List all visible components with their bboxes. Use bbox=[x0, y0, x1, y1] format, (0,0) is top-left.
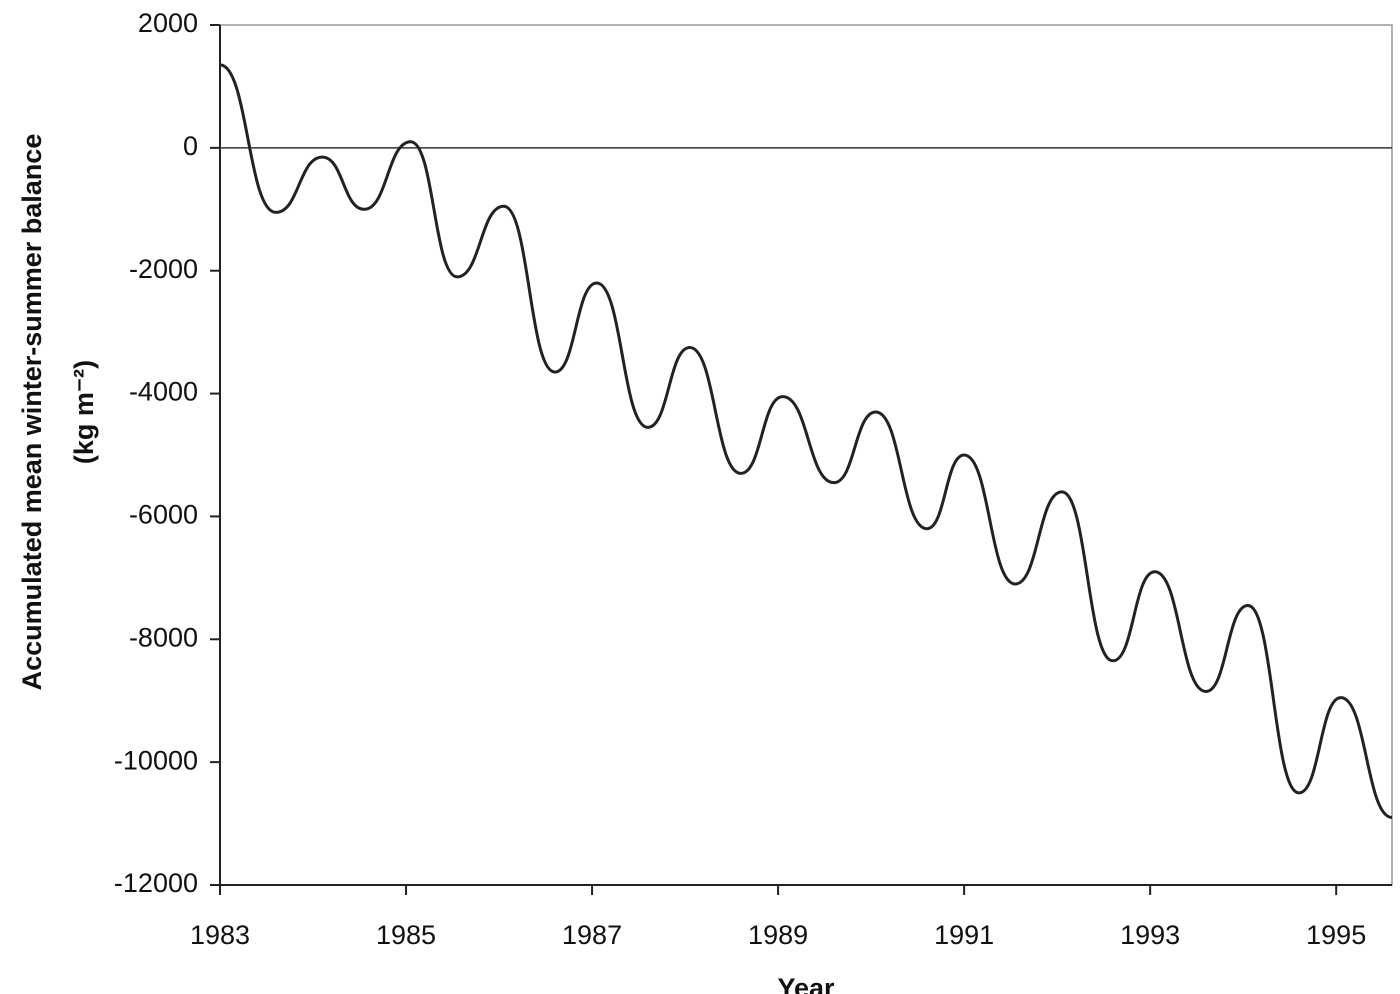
x-tick-label: 1991 bbox=[934, 920, 994, 950]
x-tick-label: 1983 bbox=[190, 920, 250, 950]
y-tick-label: -8000 bbox=[129, 622, 198, 652]
y-label-line: (kg m⁻²) bbox=[69, 360, 99, 464]
y-label: Accumulated mean winter-summer balance (… bbox=[17, 134, 99, 691]
x-tick-label: 1987 bbox=[562, 920, 622, 950]
x-tick-label: 1993 bbox=[1120, 920, 1180, 950]
y-tick-label: -2000 bbox=[129, 254, 198, 284]
y-tick-label: 0 bbox=[183, 131, 198, 161]
y-tick-label: -4000 bbox=[129, 377, 198, 407]
y-tick-label: -6000 bbox=[129, 500, 198, 530]
x-tick-label: 1985 bbox=[376, 920, 436, 950]
y-tick-label: -10000 bbox=[114, 745, 198, 775]
data-line bbox=[219, 63, 1393, 819]
y-tick-label: 2000 bbox=[138, 8, 198, 38]
x-tick-label: 1995 bbox=[1306, 920, 1366, 950]
x-tick-label: 1989 bbox=[748, 920, 808, 950]
y-label-line: Accumulated mean winter-summer balance bbox=[17, 134, 47, 691]
x-label: Year bbox=[777, 973, 835, 994]
y-tick-label: -12000 bbox=[114, 868, 198, 898]
